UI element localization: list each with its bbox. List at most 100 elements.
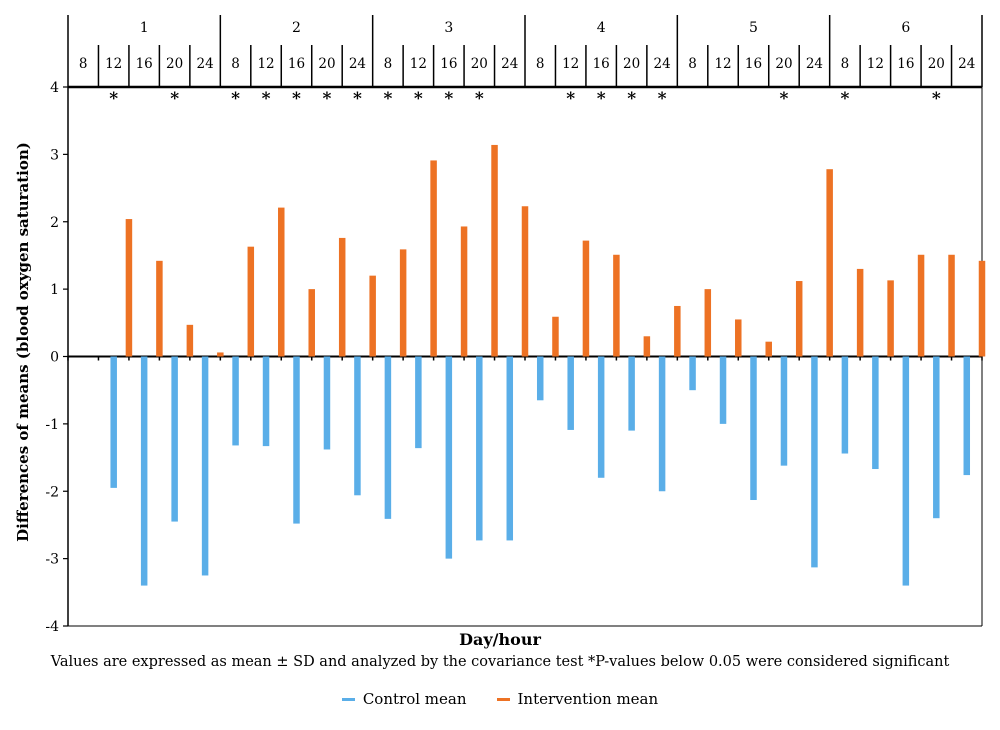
y-axis-title: Differences of means (blood oxygen satur… [14,142,32,542]
y-tick-label: 3 [50,147,59,163]
day-label: 2 [292,20,301,36]
hour-label: 24 [654,56,671,72]
legend-item-control: Control mean [341,690,467,708]
bar-intervention-5-12 [735,319,742,357]
hour-label: 16 [745,56,762,72]
bar-intervention-5-8 [704,289,712,357]
significance-marker-4-24: * [658,89,667,109]
y-tick-label: 2 [50,215,59,231]
bar-intervention-6-24 [978,260,986,357]
hour-label: 12 [410,56,427,72]
bar-control-6-12 [872,356,879,470]
bar-control-5-8 [689,356,696,391]
significance-marker-3-20: * [475,89,484,109]
bar-intervention-6-12 [887,280,894,357]
bar-control-5-20 [780,356,788,466]
bar-control-6-24 [963,356,971,476]
significance-marker-1-20: * [170,89,179,109]
hour-label: 20 [775,56,792,72]
hour-label: 12 [105,56,122,72]
significance-markers: * * * * * * * * * * * * * * * * * * [109,89,941,109]
y-tick-label: -2 [45,484,59,500]
legend-item-intervention: Intervention mean [496,690,658,708]
hour-label: 8 [384,56,393,72]
bar-control-6-20 [933,356,940,519]
bar-intervention-3-8 [399,249,407,357]
significance-marker-6-20: * [932,89,941,109]
bar-control-1-24 [201,356,209,576]
hour-label: 12 [714,56,731,72]
significance-marker-3-8: * [383,89,392,109]
bar-intervention-5-16 [765,341,772,357]
hour-label: 16 [288,56,305,72]
hour-label: 12 [867,56,884,72]
hour-label: 12 [257,56,274,72]
bar-control-4-20 [628,356,635,431]
day-label: 4 [597,20,606,36]
bar-intervention-1-12 [125,219,133,357]
hour-label: 16 [440,56,457,72]
hour-label: 16 [897,56,914,72]
bar-control-2-8 [232,356,239,446]
bar-control-3-20 [476,356,483,541]
hour-label: 20 [928,56,945,72]
hour-label: 8 [688,56,697,72]
bar-intervention-1-24 [217,352,224,357]
legend: Control mean Intervention mean [0,690,1000,708]
chart-axes: 4 3 2 1 0 -1 -2 -3 -4 [45,80,983,635]
bar-control-1-20 [171,356,178,522]
bar-control-4-16 [597,356,605,478]
bar-control-6-8 [841,356,849,454]
day-hour-header: 8 12 16 20 24 8 12 16 20 24 8 12 16 20 24 8 12 16 20 24 8 12 1… [67,15,983,89]
bar-control-2-24 [354,356,361,496]
hour-label: 8 [841,56,850,72]
hour-label: 24 [958,56,975,72]
bar-intervention-2-12 [278,207,285,357]
bar-control-3-24 [506,356,514,541]
bar-control-6-16 [902,356,910,586]
bar-intervention-1-20 [186,324,194,357]
legend-swatch-intervention [496,697,510,701]
hour-label: 8 [536,56,545,72]
bar-intervention-3-12 [430,160,437,357]
bar-intervention-6-20 [948,254,955,357]
bar-control-2-12 [262,356,270,447]
hour-label: 8 [79,56,88,72]
significance-marker-1-12: * [109,89,118,109]
bar-control-3-12 [415,356,422,449]
legend-swatch-control [341,697,355,701]
significance-marker-4-16: * [597,89,606,109]
bar-control-2-20 [323,356,331,450]
y-tick-label: 1 [50,282,59,298]
y-tick-label: -4 [45,619,59,635]
hour-label: 24 [806,56,823,72]
hour-label: 20 [166,56,183,72]
significance-marker-3-12: * [414,89,423,109]
bar-intervention-2-20 [338,237,346,357]
bar-intervention-6-16 [917,254,925,357]
significance-marker-2-16: * [292,89,301,109]
significance-marker-6-8: * [840,89,849,109]
bar-intervention-4-8 [552,316,559,357]
significance-marker-2-20: * [323,89,332,109]
bar-control-4-8 [536,356,544,401]
y-tick-label: -1 [45,417,59,433]
significance-marker-4-20: * [627,89,636,109]
bar-control-1-16 [140,356,148,586]
day-label: 1 [140,20,149,36]
significance-marker-2-8: * [231,89,240,109]
bar-control-3-16 [445,356,453,559]
bar-intervention-1-16 [156,260,163,357]
bar-control-4-24 [658,356,666,492]
day-label: 3 [444,20,453,36]
bar-intervention-3-24 [521,206,529,357]
hour-label: 20 [318,56,335,72]
hour-label: 12 [562,56,579,72]
bar-intervention-4-24 [674,305,681,357]
significance-marker-2-24: * [353,89,362,109]
bar-control-5-12 [719,356,727,424]
y-tick-label: 4 [50,80,59,96]
bar-intervention-4-12 [582,240,590,357]
bar-control-5-16 [750,356,757,501]
day-label: 5 [749,20,758,36]
